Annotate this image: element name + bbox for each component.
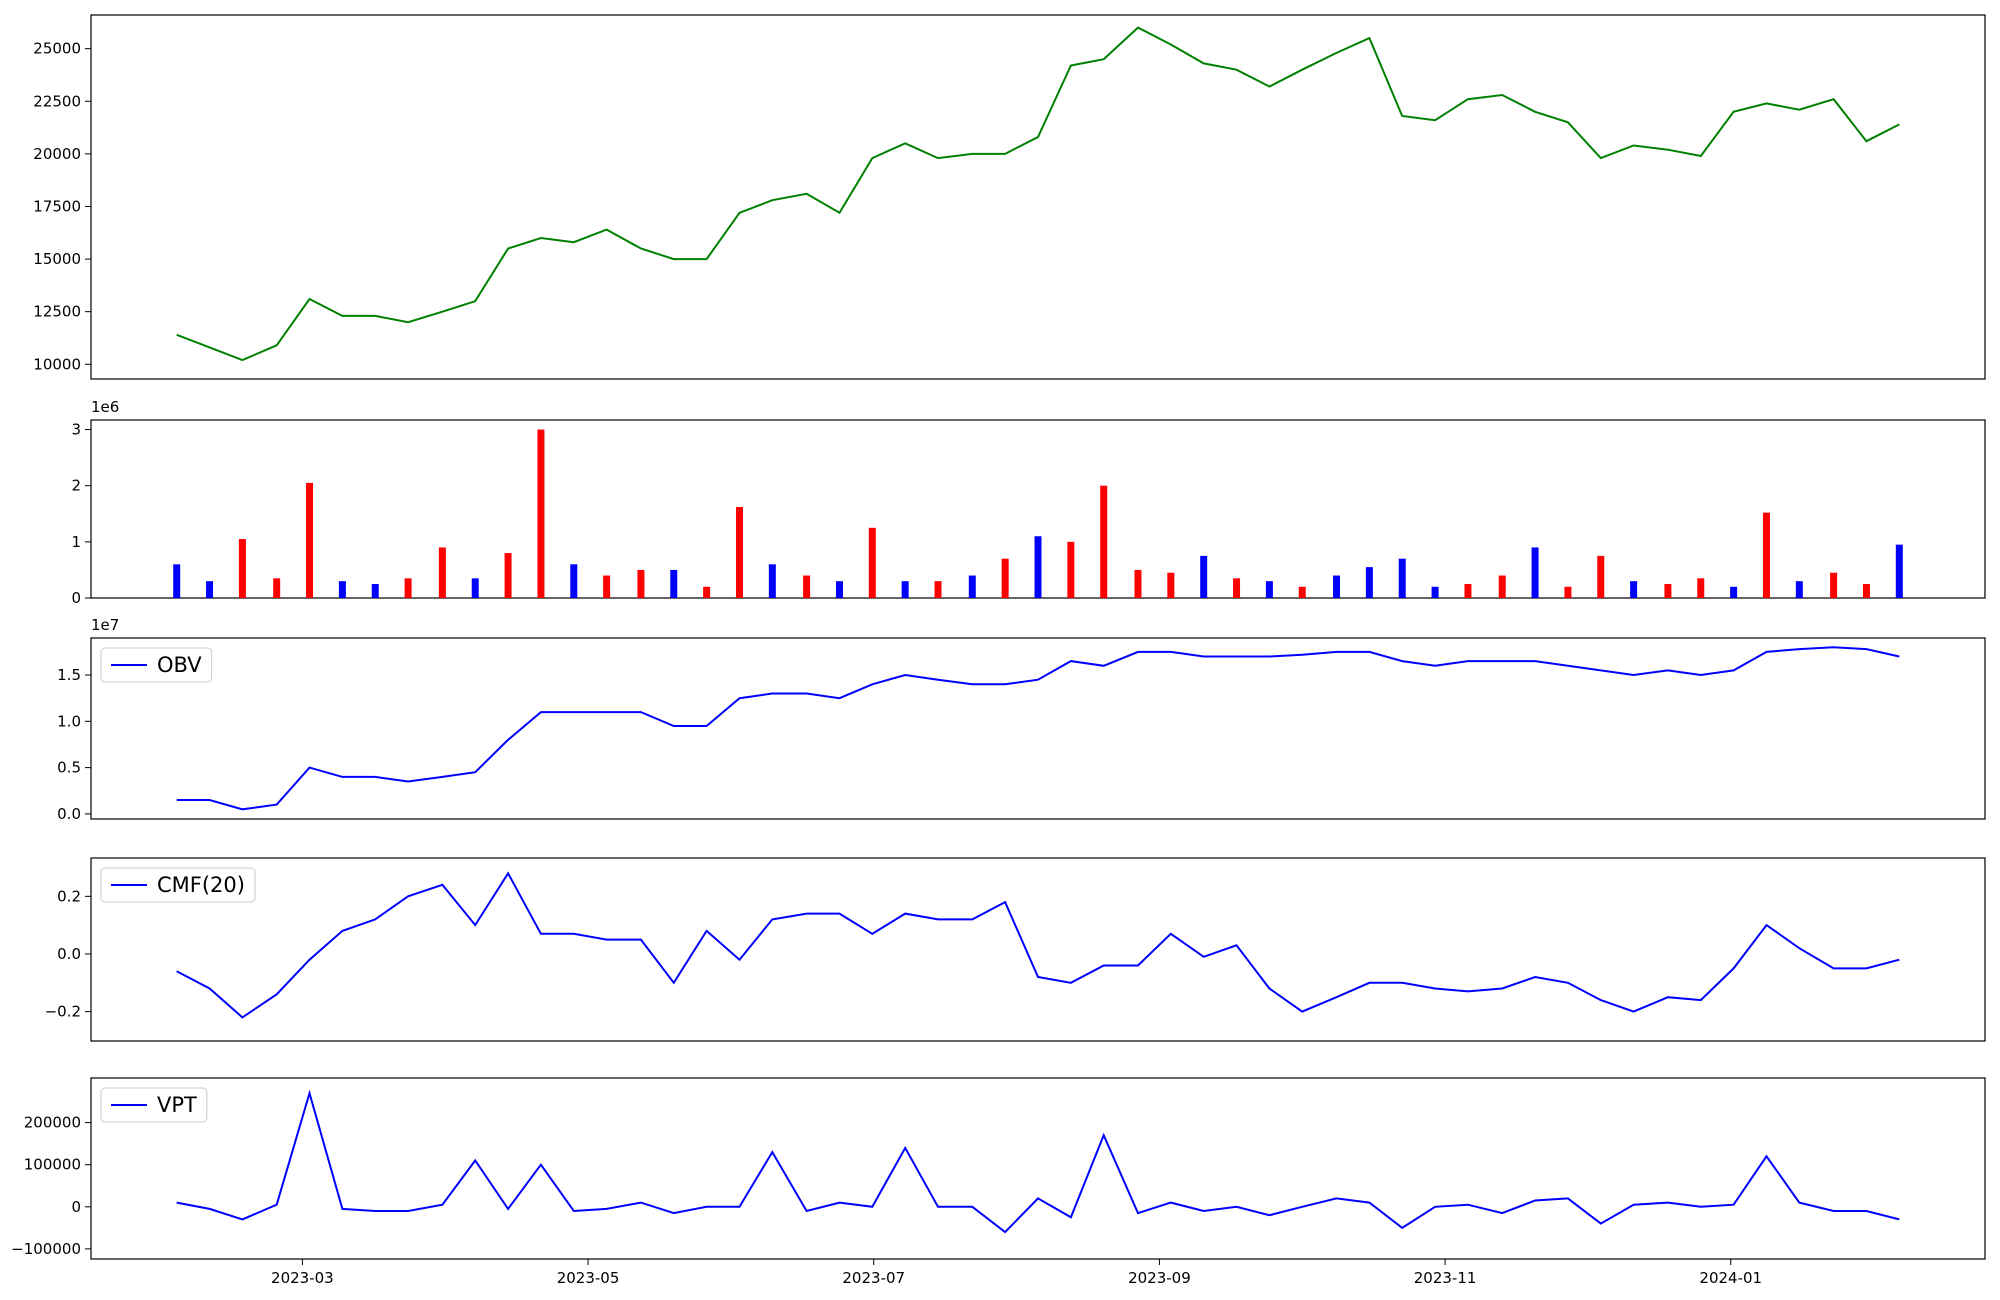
volume-bar	[1233, 578, 1241, 598]
volume-bar	[1795, 581, 1803, 598]
y-tick-label: 20000	[33, 145, 81, 163]
volume-bar	[603, 575, 611, 598]
y-tick-label: 0.2	[57, 887, 81, 905]
legend-label: CMF(20)	[157, 873, 245, 897]
y-tick-label: 15000	[33, 250, 81, 268]
volume-bar	[1167, 572, 1175, 598]
x-tick-label: 2023-05	[557, 1269, 620, 1287]
volume-bar	[1333, 575, 1341, 598]
offset-text: 1e7	[91, 616, 119, 634]
volume-bar	[1862, 583, 1870, 598]
volume-bar	[1067, 541, 1075, 598]
volume-bar	[173, 564, 181, 598]
volume-bar	[703, 586, 711, 598]
volume-bar	[306, 482, 314, 598]
y-tick-label: 100000	[24, 1156, 81, 1174]
x-tick-label: 2023-11	[1414, 1269, 1477, 1287]
legend-box	[100, 647, 213, 683]
volume-bar	[371, 583, 379, 598]
y-tick-label: 0.0	[57, 805, 81, 823]
volume-bar	[803, 575, 811, 598]
volume-bar	[273, 578, 281, 598]
y-tick-label: 1.5	[57, 666, 81, 684]
volume-bar	[1431, 586, 1439, 598]
y-tick-label: 25000	[33, 40, 81, 58]
volume-bar	[1830, 572, 1838, 598]
y-tick-label: −0.2	[45, 1003, 81, 1021]
x-tick-label: 2023-03	[271, 1269, 334, 1287]
y-tick-label: 1.0	[57, 712, 81, 730]
y-tick-label: −100000	[11, 1240, 81, 1258]
axes-frame	[90, 1077, 1986, 1260]
volume-bar	[471, 578, 479, 598]
volume-bar	[768, 564, 776, 598]
y-tick-label: 10000	[33, 355, 81, 373]
volume-bar	[1398, 558, 1406, 598]
volume-bar	[338, 581, 346, 598]
legend-label: OBV	[157, 653, 202, 677]
volume-bar	[1664, 583, 1672, 598]
legend-label: VPT	[157, 1093, 197, 1117]
volume-bar	[835, 581, 843, 598]
volume-bar	[1464, 583, 1472, 598]
volume-bar	[1365, 567, 1373, 598]
y-tick-label: 17500	[33, 197, 81, 215]
volume-bar	[1895, 544, 1903, 598]
volume-bar	[1001, 558, 1009, 598]
volume-bar	[1564, 586, 1572, 598]
volume-bar	[1697, 578, 1705, 598]
y-tick-label: 0	[71, 1198, 81, 1216]
volume-bar	[901, 581, 909, 598]
volume-bar	[570, 564, 578, 598]
x-tick-label: 2024-01	[1699, 1269, 1762, 1287]
volume-bar	[968, 575, 976, 598]
volume-bar	[1265, 581, 1273, 598]
volume-bar	[735, 507, 743, 598]
y-tick-label: 200000	[24, 1114, 81, 1132]
axes-frame	[90, 637, 1986, 820]
x-tick-label: 2023-09	[1128, 1269, 1191, 1287]
series-line	[176, 871, 1900, 1019]
axes-frame	[90, 857, 1986, 1042]
series-line	[176, 1089, 1900, 1234]
volume-bar	[438, 547, 446, 598]
volume-bar	[404, 578, 412, 598]
series-line	[176, 646, 1900, 811]
volume-bar	[206, 581, 214, 598]
volume-bar	[1100, 485, 1108, 598]
volume-bar	[504, 553, 512, 598]
volume-bar	[1200, 555, 1208, 598]
volume-bar	[1298, 586, 1306, 598]
y-tick-label: 22500	[33, 92, 81, 110]
volume-bar	[868, 527, 876, 598]
y-tick-label: 0.0	[57, 945, 81, 963]
volume-bar	[537, 429, 545, 598]
legend-box	[100, 867, 256, 903]
series-line	[176, 26, 1900, 362]
volume-bar	[238, 539, 246, 598]
y-tick-label: 0.5	[57, 759, 81, 777]
volume-bar	[1630, 581, 1638, 598]
y-tick-label: 3	[71, 421, 81, 439]
offset-text: 1e6	[91, 398, 119, 416]
y-tick-label: 0	[71, 589, 81, 607]
y-tick-label: 1	[71, 533, 81, 551]
volume-bar	[1597, 555, 1605, 598]
volume-bar	[1134, 569, 1142, 598]
axes-frame	[90, 14, 1986, 380]
volume-bar	[1498, 575, 1506, 598]
y-tick-label: 12500	[33, 303, 81, 321]
volume-bar	[1034, 536, 1042, 598]
volume-bar	[1531, 547, 1539, 598]
volume-bar	[637, 569, 645, 598]
volume-bar	[1730, 586, 1738, 598]
volume-bar	[1762, 512, 1770, 598]
y-tick-label: 2	[71, 477, 81, 495]
legend-box	[100, 1087, 208, 1123]
volume-bar	[670, 569, 678, 598]
x-tick-label: 2023-07	[842, 1269, 905, 1287]
volume-bar	[934, 581, 942, 598]
